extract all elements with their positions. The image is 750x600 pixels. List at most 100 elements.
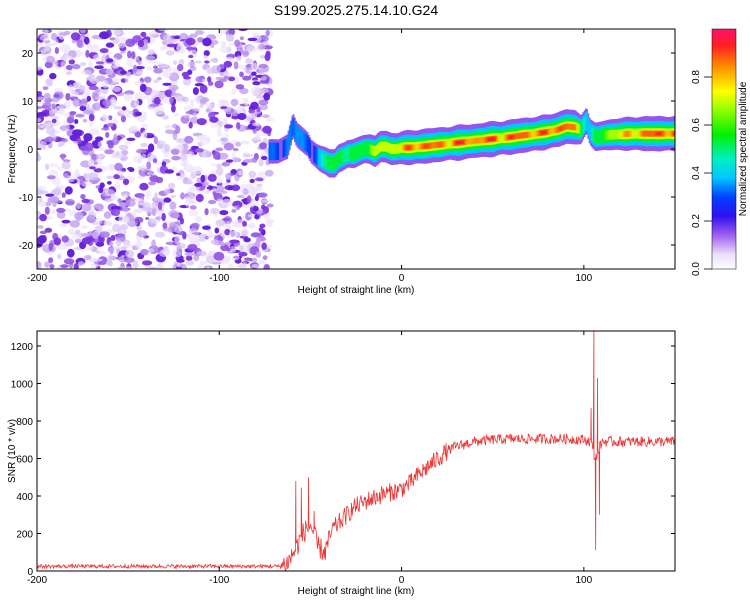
ridge-cell	[625, 130, 628, 137]
noise-blob	[252, 122, 261, 127]
noise-blob	[157, 201, 163, 211]
noise-blob	[73, 263, 79, 269]
ridge-cell	[337, 152, 340, 167]
noise-blob	[95, 136, 104, 142]
ridge-cell	[303, 132, 305, 150]
noise-blob	[255, 251, 262, 258]
noise-blob	[236, 55, 242, 62]
ridge-cell	[434, 142, 437, 148]
ridge-cell	[436, 141, 439, 148]
noise-blob	[164, 188, 171, 195]
noise-blob	[184, 252, 195, 257]
noise-blob	[110, 97, 117, 105]
noise-blob	[262, 114, 270, 119]
ridge-cell	[503, 135, 505, 141]
noise-blob	[125, 249, 135, 258]
ridge-cell	[291, 119, 294, 137]
ridge-cell	[485, 136, 488, 143]
noise-blob	[112, 64, 119, 69]
ridge-cell	[619, 129, 622, 140]
ridge-cell	[525, 132, 527, 138]
noise-blob	[259, 104, 268, 111]
noise-blob	[221, 198, 233, 207]
noise-blob	[37, 200, 48, 207]
noise-blob	[158, 249, 170, 257]
noise-blob	[107, 247, 118, 254]
colorbar-frame	[711, 28, 737, 270]
noise-blob	[245, 64, 252, 68]
noise-blob	[230, 98, 239, 107]
noise-blob	[88, 74, 96, 78]
noise-blob	[196, 177, 201, 184]
noise-blob	[154, 231, 166, 238]
ridge-cell	[318, 148, 320, 167]
ridge-cell	[661, 130, 664, 137]
ridge-cell	[671, 130, 674, 137]
ridge-cell	[618, 129, 620, 140]
x-tick-label: 100	[576, 273, 593, 284]
noise-blob	[93, 203, 104, 210]
ridge-cell	[513, 135, 516, 139]
noise-blob	[134, 99, 140, 108]
noise-blob	[151, 60, 162, 66]
noise-blob	[239, 87, 249, 95]
noise-blob	[37, 112, 48, 117]
noise-blob	[160, 165, 166, 171]
ridge-cell	[657, 132, 660, 136]
x-tick-label: -100	[209, 273, 229, 284]
ridge-cell	[465, 138, 467, 145]
ridge-cell	[670, 130, 673, 137]
noise-blob	[145, 190, 152, 200]
noise-blob	[117, 266, 125, 269]
noise-blob	[249, 187, 258, 195]
noise-blob	[180, 192, 185, 200]
noise-blob	[99, 182, 105, 189]
noise-blob	[243, 153, 254, 157]
ridge-cell	[550, 128, 553, 134]
colorbar: 0.0 0.2 0.4 0.6 0.8 Normalized spectral ampl…	[691, 28, 749, 276]
noise-blob	[170, 148, 180, 155]
noise-region	[37, 29, 275, 269]
noise-blob	[183, 76, 192, 80]
noise-blob	[226, 221, 231, 229]
noise-blob	[185, 110, 195, 115]
figure-title: S199.2025.275.14.10.G24	[274, 2, 438, 18]
ridge-cell	[479, 137, 481, 144]
noise-blob	[81, 180, 92, 187]
ridge-cell	[577, 123, 579, 134]
noise-blob	[167, 38, 178, 43]
ridge-cell	[606, 130, 609, 140]
noise-blob	[194, 148, 204, 153]
noise-blob	[134, 216, 144, 224]
noise-blob	[258, 99, 269, 106]
noise-blob	[111, 155, 118, 159]
ridge-cell	[425, 144, 428, 148]
ridge-cell	[271, 142, 273, 161]
noise-blob	[48, 163, 59, 168]
noise-blob	[162, 115, 169, 120]
noise-blob	[207, 173, 217, 182]
noise-blob	[94, 65, 104, 69]
noise-blob	[168, 182, 176, 190]
ridge-cell	[510, 135, 513, 139]
noise-blob	[258, 158, 264, 167]
ridge-cell	[392, 144, 394, 154]
noise-blob	[152, 90, 161, 95]
noise-blob	[217, 177, 222, 185]
noise-blob	[126, 137, 136, 141]
noise-blob	[86, 214, 96, 223]
noise-blob	[173, 60, 177, 65]
noise-blob	[184, 135, 194, 144]
noise-blob	[250, 232, 261, 238]
noise-blob	[229, 239, 240, 244]
noise-blob	[189, 116, 199, 124]
noise-blob	[198, 264, 204, 269]
noise-blob	[151, 201, 159, 211]
noise-blob	[236, 194, 245, 199]
ridge-cell	[502, 132, 504, 143]
noise-blob	[218, 29, 224, 35]
ridge-cell	[523, 132, 526, 139]
ridge-cell	[461, 140, 463, 144]
ridge-cell	[350, 146, 352, 161]
noise-blob	[123, 257, 135, 264]
